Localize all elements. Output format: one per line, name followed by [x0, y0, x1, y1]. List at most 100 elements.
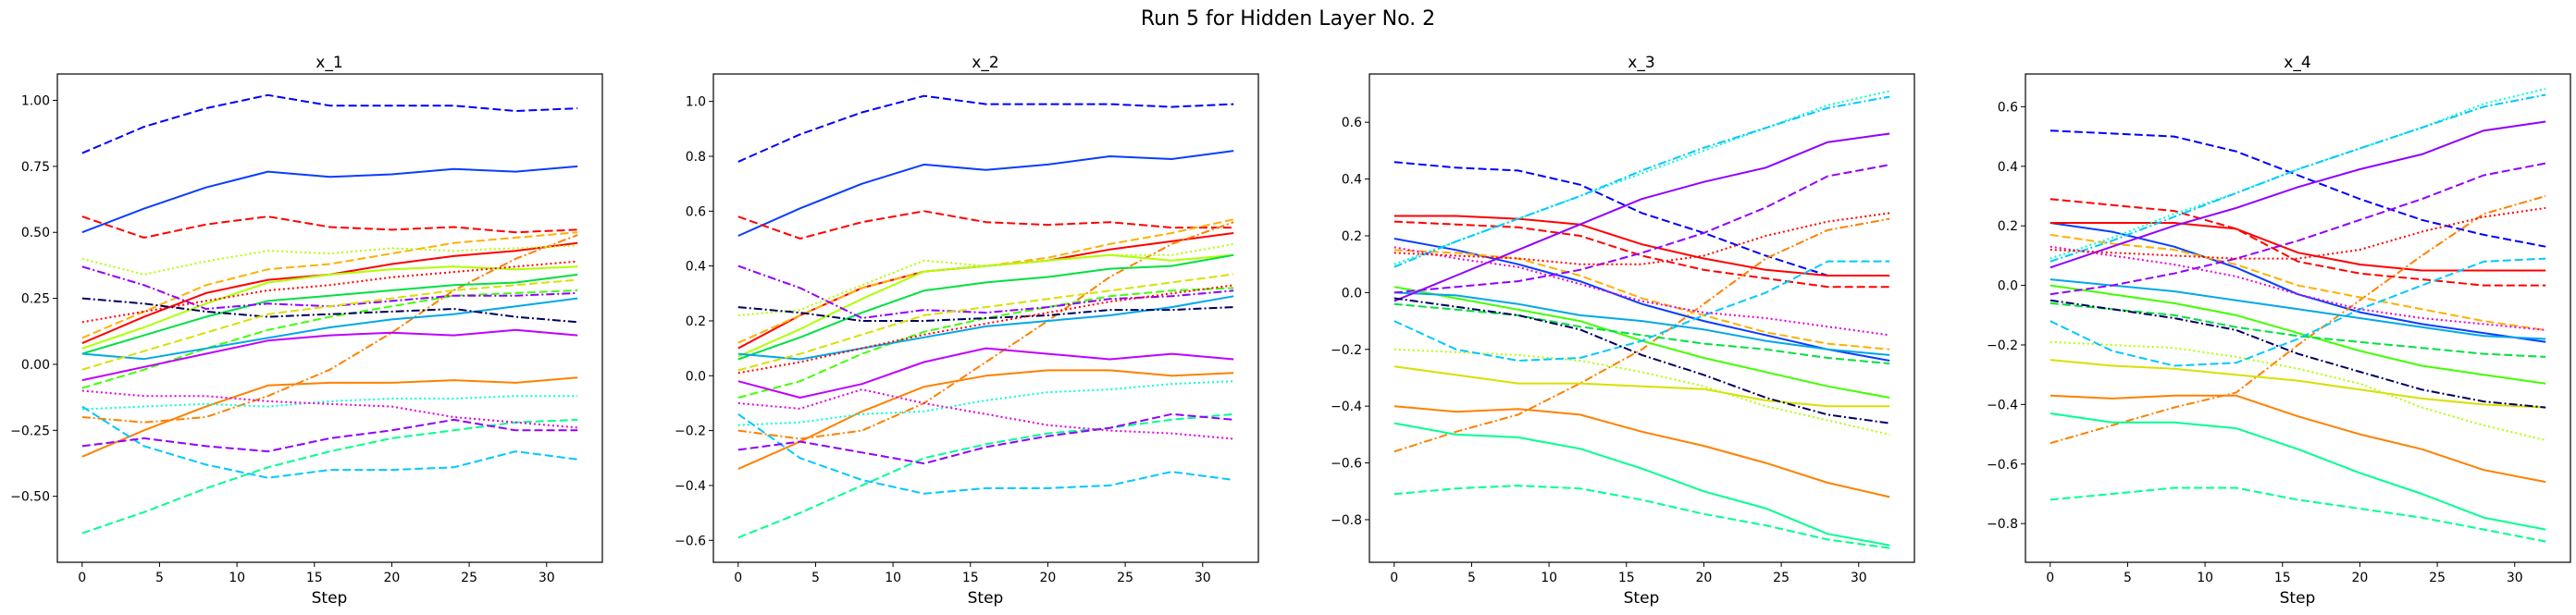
panel-3-series-9-line — [1393, 348, 1890, 436]
panel-4-xtick-label: 25 — [2429, 571, 2446, 585]
panel-1-ticks: 0 5 10 15 20 25 30 −0.50 −0.25 0.00 0.25 0.50 0.75 1.… — [10, 94, 555, 585]
panel-2-xtick-label: 15 — [962, 571, 979, 585]
panel-4-ytick-label: 0.2 — [1998, 219, 2018, 234]
panel-4-series-14-line — [2050, 88, 2546, 260]
panel-2-ytick-label: 0.0 — [686, 369, 706, 384]
panel-3-ytick-label: 0.2 — [1342, 229, 1362, 244]
panel-3-series-18-line — [1393, 132, 1890, 302]
panel-4-ticks: 0 5 10 15 20 25 30 −0.8 −0.6 −0.4 −0.2 0.0 0.2 0.4 0.6 — [1987, 100, 2523, 585]
panel-2-series-11-line — [737, 253, 1234, 361]
panel-1-series-2-line — [81, 165, 578, 234]
panel-4-xtick-label: 10 — [2197, 571, 2213, 585]
panel-4-ytick-label: −0.8 — [1987, 517, 2018, 532]
panel-1-ytick-label: 1.00 — [21, 94, 50, 109]
panel-3-ytick-label: −0.6 — [1331, 457, 1362, 472]
panel-2-ytick-label: 0.8 — [686, 150, 706, 165]
panel-4-ytick-label: −0.2 — [1987, 338, 2018, 353]
panel-4-series-1-line — [2050, 129, 2546, 248]
panel-2: x_2 0 5 10 15 20 25 30 −0.6 −0.4 −0.2 0.0 0.2 0.4 0.6… — [675, 54, 1259, 608]
panel-1-xtick-label: 20 — [384, 571, 401, 585]
panel-1-ytick-label: 0.00 — [21, 358, 50, 373]
panel-2-series-7-line — [737, 218, 1234, 344]
panel-3-ticks: 0 5 10 15 20 25 30 −0.8 −0.6 −0.4 −0.2 0.0 0.2 0.4 0.6 — [1331, 116, 1867, 585]
panel-3-xtick-label: 15 — [1618, 571, 1635, 585]
panel-3-series-14-line — [1393, 90, 1890, 265]
panel-3-series-22-line — [1393, 212, 1890, 265]
panel-3-xtick-label: 5 — [1468, 571, 1476, 585]
panel-3-xtick-label: 30 — [1851, 571, 1867, 585]
panel-3-series — [1393, 90, 1890, 549]
panel-2-ytick-label: −0.2 — [675, 424, 706, 439]
panel-2-ticks: 0 5 10 15 20 25 30 −0.6 −0.4 −0.2 0.0 0.2 0.4 0.6 0.8 1… — [675, 95, 1211, 585]
panel-3-series-6-line — [1393, 217, 1890, 453]
panel-1-series-18-line — [81, 328, 578, 382]
panel-2-ytick-label: −0.4 — [675, 479, 706, 494]
panel-4-xlabel: Step — [2280, 589, 2316, 608]
panel-3-series-8-line — [1393, 365, 1890, 408]
panel-3-xlabel: Step — [1624, 589, 1660, 608]
panel-3-series-11-line — [1393, 302, 1890, 365]
panel-3-series-13-line — [1393, 485, 1890, 549]
panel-3-series-21-line — [1393, 297, 1890, 424]
panel-2-ytick-label: 0.2 — [686, 314, 706, 329]
panel-1-xlabel: Step — [312, 589, 348, 608]
panel-2-xtick-label: 30 — [1195, 571, 1211, 585]
panel-4-series-10-line — [2050, 284, 2546, 385]
panel-1-series-20-line — [81, 297, 578, 324]
panel-2-series-9-line — [737, 253, 1234, 358]
panel-4-series-11-line — [2050, 301, 2546, 358]
panel-2-series-17-line — [737, 264, 1234, 319]
panel-3-ytick-label: 0.6 — [1342, 116, 1362, 130]
panel-1-ytick-label: −0.25 — [10, 424, 50, 438]
panel-2-series-5-line — [737, 369, 1234, 471]
panel-1-title: x_1 — [316, 54, 342, 72]
panel-1-series — [81, 93, 578, 535]
panel-3-axes — [1368, 73, 1915, 563]
panel-2-series-21-line — [737, 284, 1234, 375]
panel-3-series-5-line — [1393, 405, 1890, 498]
panel-2-series-10-line — [737, 287, 1234, 399]
panel-3-series-7-line — [1393, 249, 1890, 351]
panel-2-series-19-line — [737, 388, 1234, 440]
panel-4-xtick-label: 20 — [2352, 571, 2369, 585]
panel-4-ytick-label: −0.6 — [1987, 458, 2018, 473]
panel-4: x_4 0 5 10 15 20 25 30 −0.8 −0.6 −0.4 −0.2 0.0 0.2 0.… — [1987, 54, 2571, 608]
panel-4-xtick-label: 0 — [2046, 571, 2054, 585]
panel-1-series-5-line — [81, 376, 578, 458]
panel-3-series-20-line — [1393, 246, 1890, 337]
panel-4-series-7-line — [2050, 233, 2546, 331]
panel-4-ytick-label: 0.6 — [1998, 100, 2018, 115]
panel-2-series-14-line — [737, 412, 1234, 495]
panel-2-series-12-line — [737, 412, 1234, 539]
panel-4-series-4-line — [2050, 198, 2546, 287]
panel-2-series-20-line — [737, 306, 1234, 322]
panel-4-xtick-label: 15 — [2274, 571, 2291, 585]
panel-1-xtick-label: 15 — [306, 571, 323, 585]
panel-1-axes — [56, 73, 603, 563]
panel-1-series-7-line — [81, 231, 578, 339]
panel-4-ytick-label: 0.4 — [1998, 160, 2018, 175]
panel-3-series-12-line — [1393, 422, 1890, 547]
panel-1-series-15-line — [81, 297, 578, 361]
panel-3-xtick-label: 0 — [1390, 571, 1398, 585]
panel-4-series-15-line — [2050, 93, 2546, 263]
panel-2-xtick-label: 0 — [734, 571, 742, 585]
panel-1-ytick-label: 0.75 — [21, 160, 50, 175]
panel-2-xlabel: Step — [968, 589, 1004, 608]
panel-2-xtick-label: 20 — [1040, 571, 1057, 585]
panel-4-series-18-line — [2050, 120, 2546, 269]
panel-1-series-11-line — [81, 273, 578, 355]
panel-1-xtick-label: 0 — [78, 571, 86, 585]
panel-4-title: x_4 — [2284, 54, 2310, 72]
panel-3-ytick-label: 0.0 — [1342, 286, 1362, 301]
panel-3-series-17-line — [1393, 291, 1890, 356]
panel-1-series-22-line — [81, 278, 578, 371]
panel-1-xtick-label: 25 — [461, 571, 477, 585]
panel-3-xtick-label: 20 — [1696, 571, 1713, 585]
panel-2-axes — [712, 73, 1259, 563]
panel-4-series-13-line — [2050, 486, 2546, 543]
panel-1-ytick-label: 0.50 — [21, 226, 50, 240]
panel-2-series-13-line — [737, 380, 1234, 426]
figure-suptitle: Run 5 for Hidden Layer No. 2 — [1141, 7, 1435, 31]
